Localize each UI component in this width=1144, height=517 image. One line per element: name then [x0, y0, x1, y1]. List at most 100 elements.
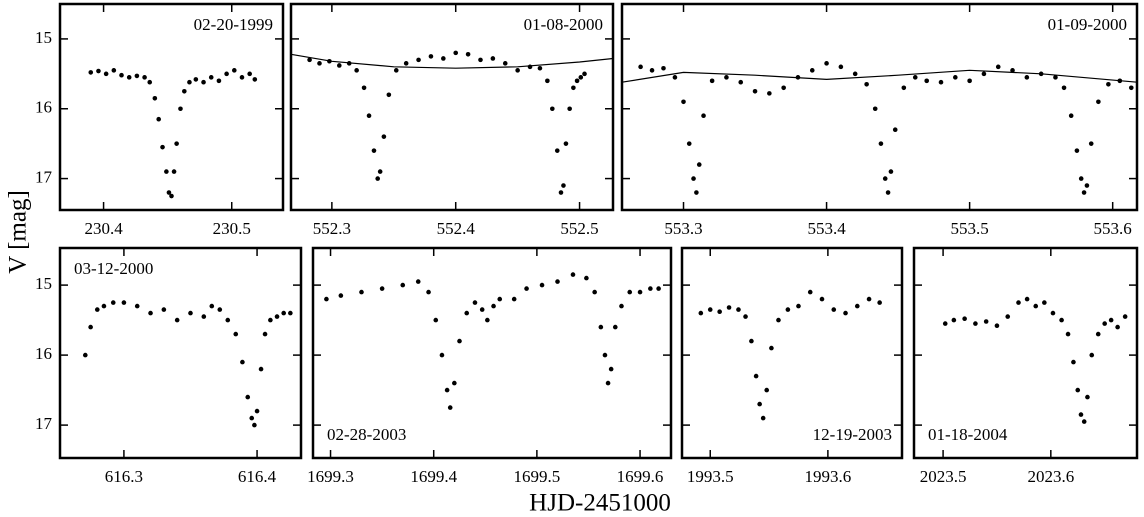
data-point: [171, 169, 177, 174]
panel-frame: [58, 2, 285, 212]
x-tick-label: 552.3: [313, 219, 351, 238]
data-point: [94, 307, 100, 312]
data-point: [1096, 99, 1101, 105]
data-point: [281, 310, 286, 316]
data-point: [354, 68, 359, 73]
data-point: [491, 303, 496, 309]
data-point: [558, 190, 564, 195]
data-point: [121, 300, 127, 305]
data-point: [686, 141, 692, 146]
data-point: [1024, 75, 1030, 80]
data-point: [878, 141, 884, 146]
data-point: [338, 293, 344, 298]
data-point: [247, 71, 252, 77]
data-point: [1016, 300, 1021, 305]
x-tick-label: 616.3: [105, 467, 143, 486]
data-point: [1065, 331, 1071, 337]
data-point: [539, 282, 545, 288]
data-point: [574, 78, 580, 84]
data-point: [439, 352, 445, 358]
data-point: [598, 324, 604, 330]
data-point: [578, 75, 584, 80]
data-point: [1075, 387, 1081, 393]
data-point: [1050, 310, 1056, 316]
data-point: [605, 380, 611, 386]
data-point: [375, 176, 380, 181]
x-axis-label: HJD-2451000: [529, 490, 671, 517]
data-point: [555, 279, 560, 284]
data-point: [994, 323, 1000, 329]
x-tick-label: 230.5: [213, 219, 251, 238]
data-point: [924, 78, 930, 84]
data-point: [776, 317, 781, 323]
data-point: [478, 57, 483, 63]
data-point: [252, 77, 258, 82]
x-tick-label: 1699.6: [617, 467, 664, 486]
data-point: [377, 169, 383, 174]
data-point: [148, 310, 153, 316]
data-point: [592, 289, 597, 295]
x-tick-label: 1699.4: [410, 467, 457, 486]
data-point: [584, 275, 589, 281]
data-point: [371, 148, 377, 153]
data-point: [1122, 314, 1128, 319]
data-point: [444, 387, 450, 393]
data-point: [366, 113, 372, 119]
data-point: [824, 61, 829, 66]
data-point: [627, 289, 633, 295]
data-point: [796, 303, 801, 309]
data-point: [274, 314, 280, 319]
data-point: [490, 56, 496, 61]
panel-title: 01-08-2000: [524, 15, 603, 34]
data-point: [550, 106, 555, 112]
data-point: [224, 71, 229, 77]
data-point: [571, 85, 576, 91]
data-point: [1095, 331, 1101, 337]
data-point: [854, 303, 860, 309]
data-point: [760, 415, 766, 421]
data-point: [166, 190, 172, 195]
data-point: [561, 183, 566, 188]
data-point: [381, 134, 387, 139]
data-point: [602, 352, 608, 358]
data-point: [656, 286, 661, 291]
data-point: [1106, 82, 1111, 87]
x-tick-label: 552.5: [560, 219, 598, 238]
data-point: [649, 68, 655, 73]
data-point: [554, 148, 560, 153]
data-point: [1024, 296, 1030, 302]
data-point: [877, 300, 882, 305]
data-point: [428, 54, 434, 59]
data-point: [452, 380, 457, 386]
data-point: [981, 71, 987, 77]
y-tick-label: 15: [35, 274, 52, 293]
data-point: [1033, 303, 1039, 309]
data-point: [240, 359, 245, 365]
data-point: [110, 300, 116, 305]
data-point: [317, 61, 322, 66]
x-tick-label: 1993.6: [805, 467, 852, 486]
data-point: [570, 272, 576, 277]
data-point: [249, 415, 255, 421]
data-point: [457, 338, 462, 344]
data-point: [1081, 190, 1087, 195]
data-point: [182, 88, 187, 94]
data-point: [831, 307, 837, 312]
x-tick-label: 1993.5: [687, 467, 734, 486]
data-point: [942, 321, 948, 326]
data-point: [453, 50, 459, 56]
data-point: [101, 303, 107, 309]
data-point: [1010, 68, 1015, 73]
data-point: [1042, 300, 1047, 305]
data-point: [781, 85, 786, 91]
data-point: [648, 286, 653, 291]
data-point: [962, 316, 967, 322]
data-point: [231, 68, 237, 73]
data-point: [882, 176, 888, 181]
panel-frame: [912, 246, 1139, 460]
data-point: [258, 366, 264, 372]
y-tick-label: 17: [35, 414, 53, 433]
data-point: [707, 307, 713, 312]
data-point: [119, 72, 124, 78]
data-point: [400, 282, 406, 288]
